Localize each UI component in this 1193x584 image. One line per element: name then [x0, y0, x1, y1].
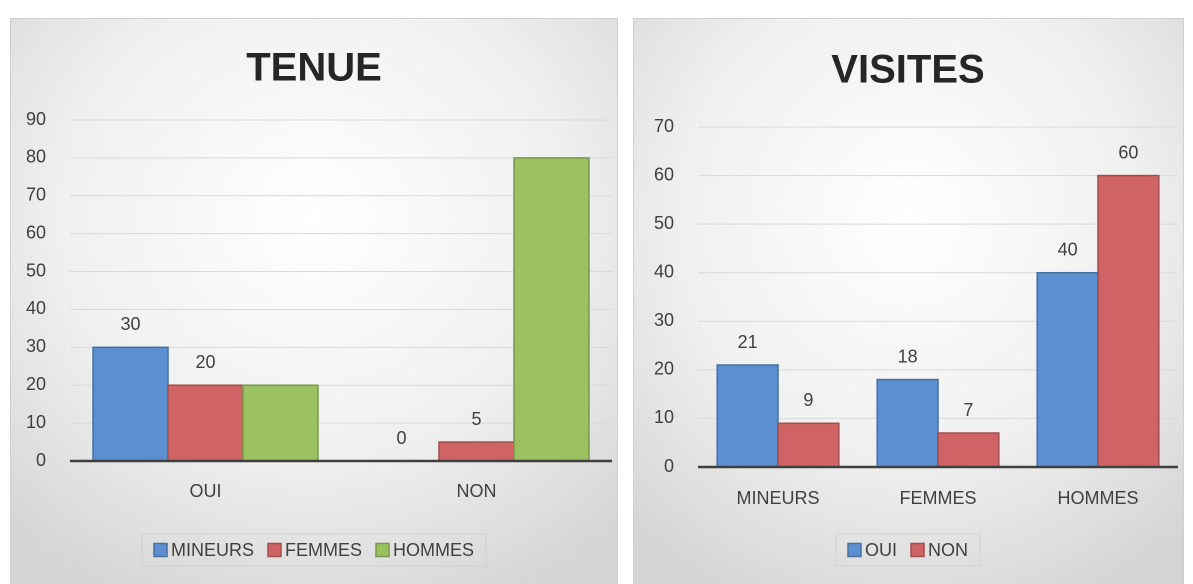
chart-title: TENUE — [246, 46, 382, 90]
legend-label: NON — [928, 540, 968, 560]
legend-swatch — [375, 542, 390, 558]
data-label: 9 — [803, 390, 813, 410]
data-label: 20 — [195, 352, 215, 372]
y-tick-label: 0 — [36, 450, 46, 470]
bar — [777, 422, 840, 468]
legend-label: HOMMES — [393, 540, 474, 560]
y-tick-label: 50 — [654, 213, 674, 233]
y-tick-label: 10 — [26, 412, 46, 432]
data-label: 7 — [963, 400, 973, 420]
y-tick-label: 30 — [26, 336, 46, 356]
y-tick-label: 60 — [654, 164, 674, 184]
bar — [242, 384, 319, 462]
bar — [876, 378, 939, 468]
data-label: 60 — [1118, 142, 1138, 162]
bar — [513, 157, 590, 462]
legend-box — [141, 533, 487, 567]
data-label: 21 — [738, 332, 758, 352]
bar — [438, 441, 515, 462]
y-tick-label: 70 — [654, 116, 674, 136]
bar — [1097, 174, 1160, 468]
legend-label: OUI — [865, 540, 897, 560]
bar — [167, 384, 244, 462]
x-tick-label: FEMMES — [899, 488, 976, 508]
bar — [937, 432, 1000, 468]
legend-swatch — [267, 542, 282, 558]
data-label: 30 — [121, 314, 141, 334]
y-tick-label: 50 — [26, 260, 46, 280]
y-tick-label: 60 — [26, 222, 46, 242]
bar — [92, 346, 169, 462]
bar — [716, 364, 779, 468]
x-tick-label: HOMMES — [1058, 488, 1139, 508]
bar — [1036, 271, 1099, 468]
y-tick-label: 40 — [26, 298, 46, 318]
data-label: 18 — [898, 346, 918, 366]
y-tick-label: 70 — [26, 185, 46, 205]
x-tick-label: MINEURS — [736, 488, 819, 508]
y-tick-label: 20 — [654, 359, 674, 379]
y-tick-label: 10 — [654, 407, 674, 427]
legend-label: MINEURS — [171, 540, 254, 560]
y-tick-label: 80 — [26, 147, 46, 167]
y-tick-label: 90 — [26, 109, 46, 129]
y-tick-label: 40 — [654, 261, 674, 281]
x-tick-label: OUI — [189, 481, 221, 501]
y-tick-label: 20 — [26, 374, 46, 394]
legend-swatch — [910, 542, 925, 558]
legend-box — [835, 533, 981, 567]
y-tick-label: 30 — [654, 310, 674, 330]
legend-swatch — [847, 542, 862, 558]
x-tick-label: NON — [457, 481, 497, 501]
data-label: 5 — [471, 409, 481, 429]
chart-title: VISITES — [831, 48, 984, 92]
data-label: 40 — [1058, 239, 1078, 259]
data-label: 0 — [397, 428, 407, 448]
legend-swatch — [153, 542, 168, 558]
y-tick-label: 0 — [664, 456, 674, 476]
legend-label: FEMMES — [285, 540, 362, 560]
